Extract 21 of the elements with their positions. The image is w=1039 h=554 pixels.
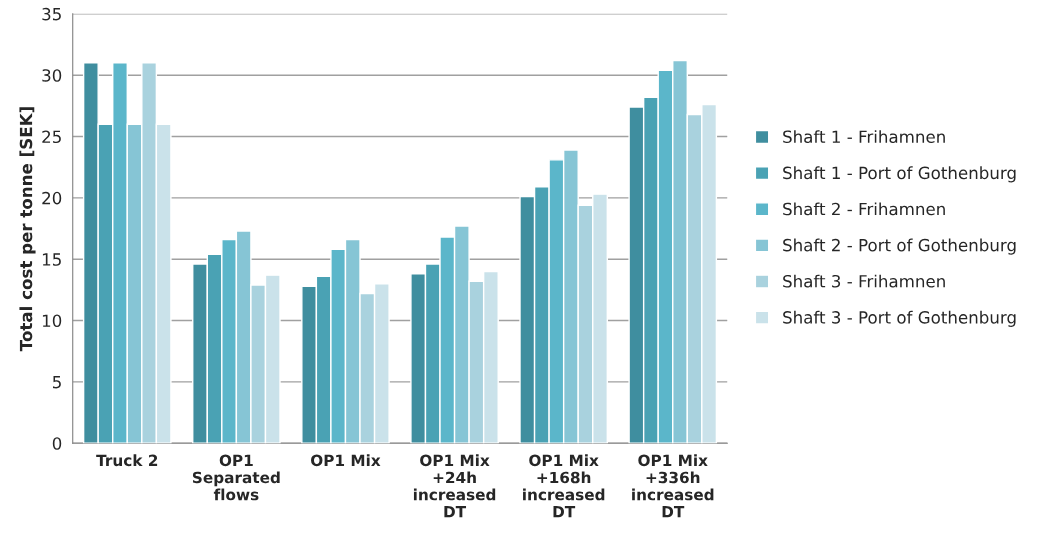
- x-tick-label: OP1 Separated flows: [192, 454, 280, 501]
- legend-label: Shaft 1 - Frihamnen: [783, 130, 945, 144]
- x-tick-label: OP1 Mix +336h increased DT: [632, 454, 714, 518]
- y-tick-label: 15: [42, 253, 61, 266]
- y-tick-label: 30: [42, 69, 62, 82]
- legend-label: Shaft 3 - Frihamnen: [783, 274, 945, 288]
- x-tick-label: Truck 2: [96, 454, 158, 467]
- x-tick-label: OP1 Mix +24h increased DT: [413, 454, 496, 518]
- legend-label: Shaft 3 - Port of Gothenburg: [783, 310, 1016, 327]
- legend-label: Shaft 2 - Frihamnen: [783, 202, 945, 216]
- y-tick-label: 10: [42, 314, 62, 328]
- y-tick-label: 0: [52, 437, 62, 450]
- x-tick-label: OP1 Mix: [311, 454, 381, 467]
- legend-label: Shaft 1 - Port of Gothenburg: [783, 166, 1016, 183]
- y-tick-label: 20: [42, 191, 62, 205]
- legend-label: Shaft 2 - Port of Gothenburg: [783, 238, 1016, 255]
- y-tick-label: 5: [53, 376, 61, 389]
- y-tick-label: 35: [42, 7, 61, 21]
- y-axis-title: Total cost per tonne [SEK]: [19, 107, 36, 352]
- y-tick-label: 25: [42, 130, 61, 144]
- x-tick-label: OP1 Mix +168h increased DT: [523, 454, 605, 518]
